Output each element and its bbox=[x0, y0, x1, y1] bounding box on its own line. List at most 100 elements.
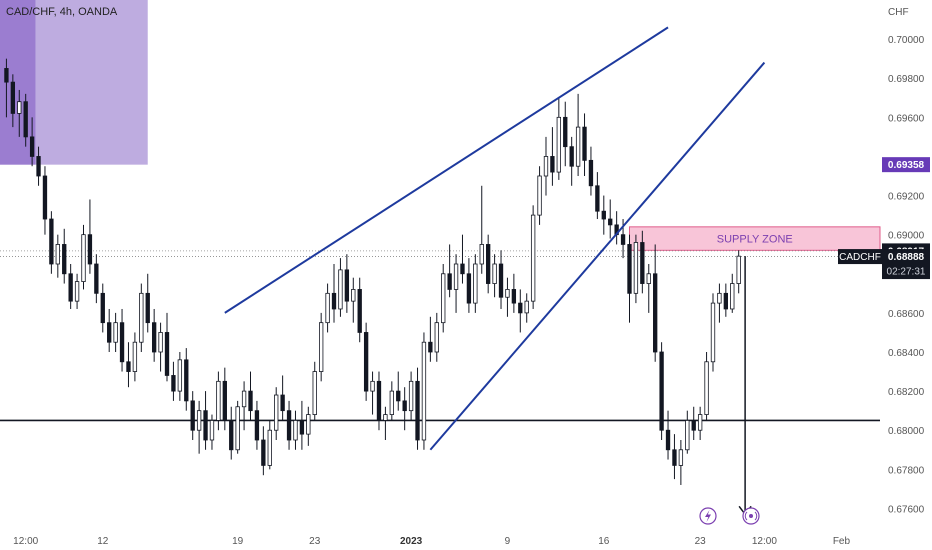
candle-body bbox=[633, 242, 639, 294]
candle-body bbox=[254, 410, 260, 441]
candle bbox=[518, 289, 523, 333]
candle-body bbox=[312, 371, 317, 415]
candle-body bbox=[479, 244, 484, 265]
candle bbox=[633, 234, 639, 304]
x-tick-label: 12:00 bbox=[752, 536, 777, 547]
candle bbox=[563, 101, 568, 167]
candle-body bbox=[363, 332, 369, 392]
candle-body bbox=[453, 263, 459, 290]
candle-body bbox=[55, 244, 60, 265]
candle bbox=[588, 146, 594, 196]
candle bbox=[42, 166, 48, 235]
y-tick-label: 0.68000 bbox=[888, 426, 925, 437]
candle bbox=[254, 400, 260, 450]
candle bbox=[537, 166, 542, 225]
candle-body bbox=[415, 380, 420, 441]
candle bbox=[74, 273, 80, 309]
candle bbox=[248, 371, 253, 421]
candle-body bbox=[113, 322, 118, 343]
candle bbox=[229, 406, 234, 460]
candle bbox=[357, 277, 362, 343]
candle-body bbox=[428, 341, 433, 353]
candle bbox=[466, 258, 472, 313]
x-tick-label: 9 bbox=[505, 536, 511, 547]
candle-body bbox=[222, 380, 227, 421]
candle-body bbox=[608, 218, 613, 226]
candle bbox=[164, 312, 170, 382]
candle-body bbox=[505, 289, 510, 298]
candle-body bbox=[556, 116, 561, 173]
y-tick-label: 0.69600 bbox=[888, 113, 925, 124]
candle-body bbox=[29, 136, 35, 157]
candle-body bbox=[36, 156, 41, 177]
candle-body bbox=[209, 420, 215, 441]
wedge-lower-line[interactable] bbox=[429, 61, 766, 451]
candle-body bbox=[473, 263, 478, 304]
candle bbox=[627, 234, 632, 323]
x-tick-label: 2023 bbox=[400, 536, 423, 547]
candle bbox=[492, 254, 497, 298]
candle-body bbox=[81, 234, 86, 283]
candle-body bbox=[235, 406, 240, 451]
candle bbox=[87, 199, 93, 274]
candle-body bbox=[357, 289, 362, 333]
currency-label: CHF bbox=[888, 7, 909, 18]
candle bbox=[691, 406, 696, 440]
wedge-upper-line[interactable] bbox=[224, 26, 669, 314]
candle bbox=[473, 254, 478, 313]
candle bbox=[241, 381, 247, 431]
candle-body bbox=[460, 263, 465, 275]
candle bbox=[486, 234, 491, 294]
candle-body bbox=[190, 400, 195, 431]
x-tick-label: 16 bbox=[598, 536, 610, 547]
lightning-icon[interactable] bbox=[699, 507, 717, 525]
candle-body bbox=[697, 414, 703, 431]
candle bbox=[479, 185, 484, 274]
candle bbox=[171, 361, 176, 401]
candle bbox=[203, 391, 208, 450]
axes-layer: 0.67600 0.67800 0.68000 0.68200 0.68400 0.686… bbox=[13, 35, 924, 547]
trendlines-layer bbox=[224, 26, 766, 516]
candle-body bbox=[68, 273, 73, 302]
candle-body bbox=[511, 289, 517, 304]
candle-body bbox=[601, 210, 606, 220]
candle-body bbox=[177, 359, 183, 392]
candle-body bbox=[293, 420, 298, 441]
candle-body bbox=[229, 420, 234, 451]
candle bbox=[55, 234, 60, 278]
candle-body bbox=[653, 273, 658, 353]
candle-body bbox=[537, 175, 542, 216]
supply-zone-layer: SUPPLY ZONE bbox=[628, 226, 881, 251]
candle-body bbox=[408, 380, 414, 412]
candle-body bbox=[665, 429, 671, 451]
candle-body bbox=[486, 244, 491, 284]
candle-body bbox=[126, 361, 131, 372]
highlight-layer bbox=[0, 0, 148, 165]
candle bbox=[261, 426, 266, 476]
candle bbox=[126, 342, 131, 388]
candle bbox=[530, 205, 536, 309]
candle-body bbox=[216, 380, 221, 421]
candle bbox=[299, 400, 305, 450]
x-tick-label: 12 bbox=[97, 536, 109, 547]
candle-body bbox=[730, 283, 735, 310]
candle bbox=[177, 352, 183, 401]
candle bbox=[306, 406, 311, 446]
candle bbox=[717, 283, 722, 323]
candle-body bbox=[389, 390, 394, 415]
candle bbox=[132, 332, 138, 382]
candle-body bbox=[100, 292, 105, 324]
candle bbox=[312, 361, 317, 421]
event-marker-icon[interactable] bbox=[742, 507, 760, 525]
candle bbox=[344, 254, 350, 313]
candle bbox=[338, 258, 343, 317]
candle-body bbox=[107, 322, 112, 343]
candle-body bbox=[319, 322, 324, 372]
candle-body bbox=[498, 263, 504, 298]
candle-body bbox=[646, 273, 651, 284]
candle bbox=[556, 97, 561, 180]
candle bbox=[370, 371, 375, 415]
candle bbox=[672, 434, 677, 480]
x-tick-label: 12:00 bbox=[13, 536, 38, 547]
